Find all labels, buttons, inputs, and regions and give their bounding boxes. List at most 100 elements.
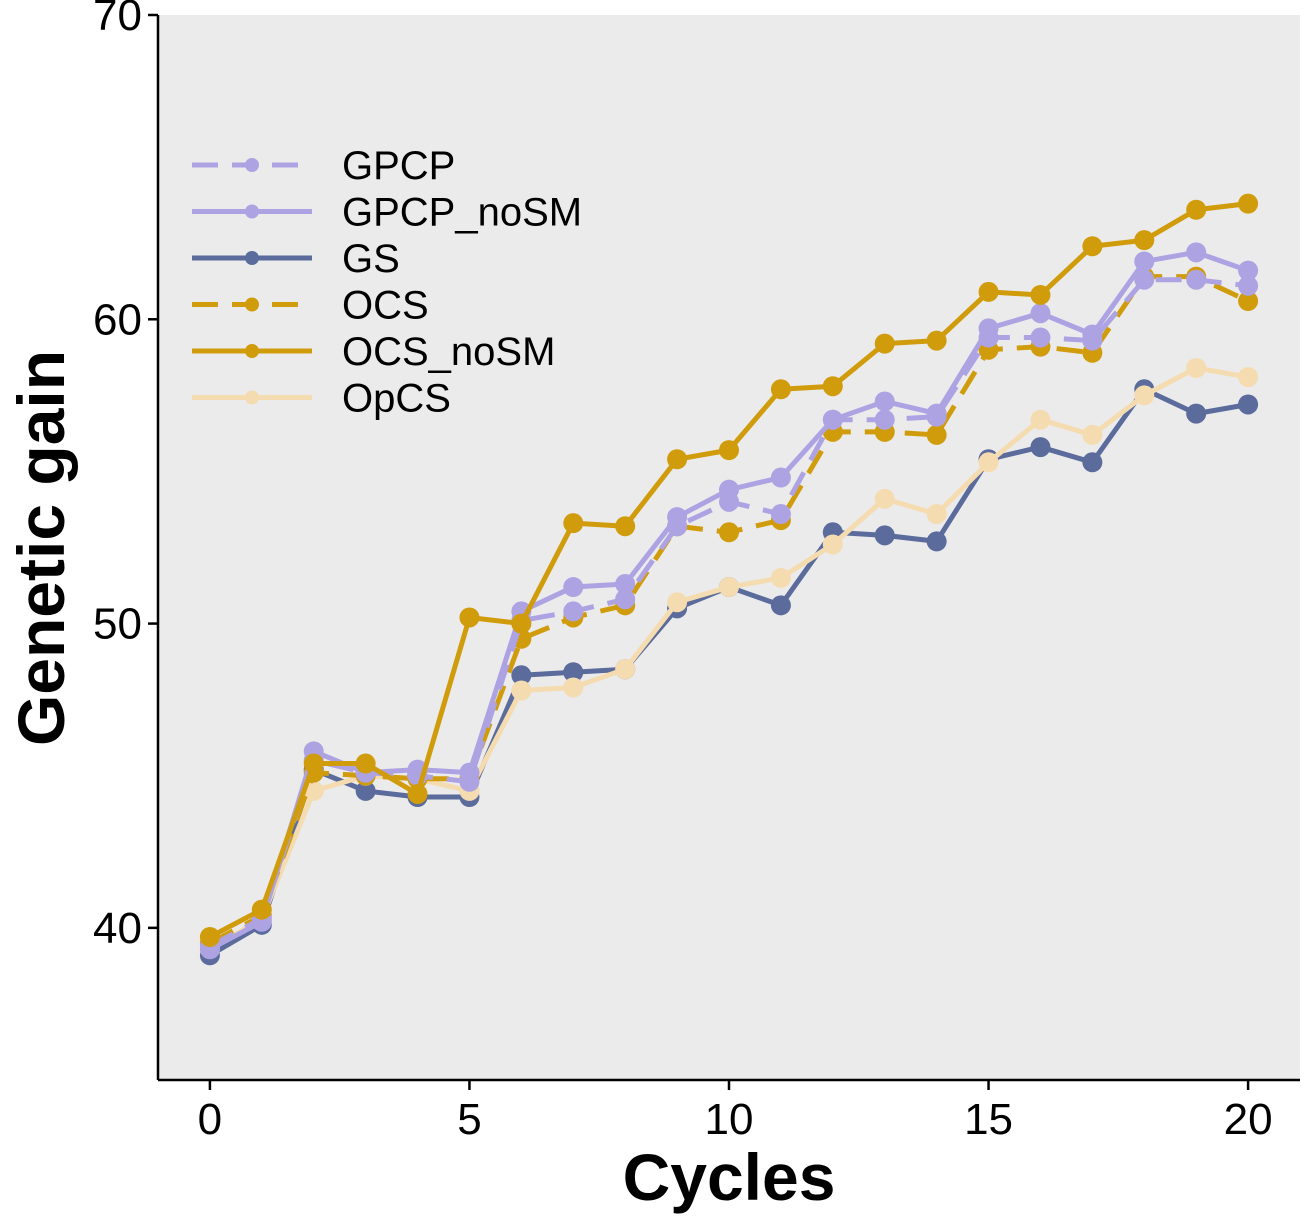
legend-label: GPCP bbox=[342, 144, 455, 188]
data-point bbox=[926, 504, 947, 525]
data-point bbox=[459, 762, 480, 783]
data-point bbox=[1134, 251, 1155, 272]
data-point bbox=[822, 534, 843, 555]
data-point bbox=[822, 376, 843, 397]
legend-item: GPCP_noSM bbox=[192, 191, 582, 235]
series-OCS_noSM bbox=[199, 193, 1259, 947]
data-point bbox=[926, 424, 947, 445]
data-point bbox=[874, 333, 895, 354]
data-point bbox=[563, 513, 584, 534]
data-point bbox=[511, 613, 532, 634]
data-point bbox=[770, 379, 791, 400]
data-point bbox=[770, 504, 791, 525]
data-point bbox=[1186, 357, 1207, 378]
data-point bbox=[563, 577, 584, 598]
legend-key-point bbox=[245, 297, 259, 312]
legend-key-point bbox=[245, 158, 259, 172]
data-point bbox=[1134, 385, 1155, 406]
data-point bbox=[667, 592, 688, 613]
legend-item: GPCP bbox=[192, 144, 455, 188]
x-tick-label: 15 bbox=[964, 1095, 1013, 1144]
data-point bbox=[1082, 424, 1103, 445]
x-tick-label: 10 bbox=[705, 1095, 754, 1144]
data-point bbox=[1030, 284, 1051, 305]
x-axis-title: Cycles bbox=[623, 1140, 836, 1214]
data-point bbox=[1186, 403, 1207, 424]
data-point bbox=[615, 516, 636, 537]
legend-label: GPCP_noSM bbox=[342, 191, 582, 235]
data-point bbox=[719, 522, 739, 543]
x-tick-label: 20 bbox=[1224, 1095, 1273, 1144]
data-point bbox=[407, 783, 428, 804]
legend-label: OpCS bbox=[342, 377, 451, 421]
data-point bbox=[770, 595, 791, 616]
legend-item: OCS_noSM bbox=[192, 330, 555, 374]
x-tick-label: 0 bbox=[198, 1095, 222, 1144]
data-point bbox=[615, 574, 636, 595]
data-point bbox=[563, 601, 584, 622]
data-point bbox=[511, 680, 532, 701]
data-point bbox=[926, 531, 947, 552]
legend-key-point bbox=[245, 344, 259, 358]
legend-key-point bbox=[245, 251, 259, 265]
legend-item: GS bbox=[192, 237, 400, 281]
y-tick-label: 50 bbox=[93, 600, 142, 649]
data-point bbox=[1082, 236, 1103, 257]
series-layer bbox=[199, 193, 1259, 966]
data-point bbox=[770, 567, 791, 588]
legend-item: OpCS bbox=[192, 377, 451, 421]
y-axis-title: Genetic gain bbox=[4, 350, 78, 746]
data-point bbox=[1186, 242, 1207, 263]
data-point bbox=[1186, 269, 1207, 290]
data-point bbox=[978, 318, 999, 339]
data-point bbox=[303, 753, 324, 774]
data-point bbox=[1030, 327, 1051, 348]
data-point bbox=[667, 449, 688, 470]
data-point bbox=[1030, 437, 1051, 458]
data-point bbox=[303, 780, 324, 801]
data-point bbox=[1082, 324, 1103, 345]
data-point bbox=[719, 440, 739, 461]
data-point bbox=[615, 659, 636, 680]
data-point bbox=[667, 507, 688, 528]
data-point bbox=[1030, 409, 1051, 430]
data-point bbox=[874, 409, 895, 430]
data-point bbox=[1082, 452, 1103, 473]
data-point bbox=[874, 488, 895, 509]
data-point bbox=[1186, 199, 1207, 220]
data-point bbox=[719, 479, 739, 500]
data-point bbox=[1238, 291, 1259, 312]
data-point bbox=[355, 753, 376, 774]
data-point bbox=[1238, 394, 1259, 415]
y-tick-label: 60 bbox=[93, 295, 142, 344]
data-point bbox=[563, 662, 584, 683]
data-point bbox=[511, 665, 532, 686]
legend-label: GS bbox=[342, 237, 400, 281]
data-point bbox=[719, 577, 739, 598]
data-point bbox=[926, 403, 947, 424]
data-point bbox=[770, 467, 791, 488]
legend-label: OCS bbox=[342, 284, 429, 328]
data-point bbox=[459, 607, 480, 628]
plot-panel bbox=[158, 15, 1300, 1080]
legend-key-point bbox=[245, 204, 259, 219]
data-point bbox=[874, 391, 895, 412]
data-point bbox=[1238, 260, 1259, 281]
data-point bbox=[251, 899, 272, 920]
legend-item: OCS bbox=[192, 284, 429, 328]
data-point bbox=[1134, 269, 1155, 290]
data-point bbox=[1238, 367, 1259, 388]
y-tick-label: 70 bbox=[93, 0, 142, 40]
data-point bbox=[874, 525, 895, 546]
legend-label: OCS_noSM bbox=[342, 330, 555, 374]
data-point bbox=[199, 926, 220, 947]
data-point bbox=[1134, 230, 1155, 251]
data-point bbox=[978, 452, 999, 473]
data-point bbox=[1238, 193, 1259, 214]
data-point bbox=[926, 330, 947, 351]
data-point bbox=[563, 677, 584, 698]
data-point bbox=[355, 780, 376, 801]
data-point bbox=[822, 409, 843, 430]
